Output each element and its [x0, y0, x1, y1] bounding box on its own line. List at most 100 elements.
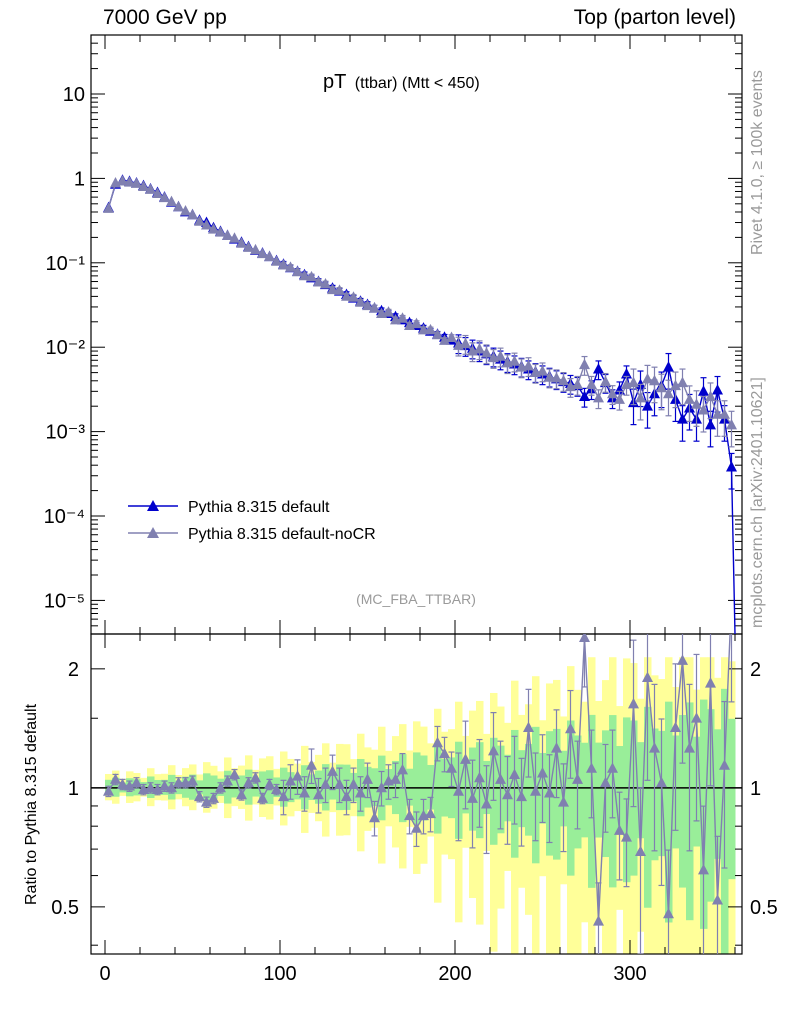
ratio-point — [236, 788, 247, 800]
data-point — [684, 393, 695, 404]
data-point — [663, 361, 674, 372]
ratio-point — [481, 798, 492, 809]
ratio-point — [348, 778, 359, 789]
data-point — [726, 461, 737, 472]
ratio-point — [201, 796, 212, 807]
ratio-band-bin — [644, 706, 652, 908]
data-point — [698, 385, 709, 396]
ratio-point — [705, 677, 716, 688]
data-point — [264, 250, 275, 262]
ratio-ytick-label-right: 1 — [750, 778, 761, 800]
ratio-point — [173, 776, 184, 788]
ratio-point — [691, 712, 702, 723]
data-point — [544, 371, 555, 382]
ratio-point — [593, 915, 604, 926]
analysis-watermark: (MC_FBA_TTBAR) — [356, 591, 476, 607]
data-point — [425, 323, 436, 335]
data-point — [187, 208, 198, 220]
data-point — [712, 408, 723, 419]
ratio-point — [495, 773, 506, 784]
ratio-point — [194, 790, 205, 802]
data-point — [306, 270, 317, 282]
data-point — [691, 398, 702, 409]
ratio-point — [355, 787, 366, 798]
data-point — [131, 177, 142, 188]
data-point — [579, 390, 590, 401]
x-tick-label: 200 — [438, 963, 471, 985]
ratio-band-bin — [595, 742, 603, 838]
main-ytick-label: 10 — [63, 84, 85, 106]
data-point — [369, 302, 380, 313]
data-point — [327, 283, 338, 295]
ratio-band-bin — [434, 745, 442, 834]
data-point — [222, 229, 233, 241]
legend-label-nocr: Pythia 8.315 default-noCR — [188, 526, 376, 543]
ratio-point — [621, 831, 632, 842]
data-point — [124, 176, 135, 187]
ratio-band-bin — [567, 720, 575, 876]
main-ytick-label: 10⁻⁴ — [44, 506, 85, 528]
ratio-frame — [90, 633, 743, 955]
data-point — [579, 358, 590, 370]
data-point — [628, 376, 639, 388]
ratio-point — [600, 776, 611, 788]
title-sub: (ttbar) (Mtt < 450) — [355, 75, 480, 92]
data-point — [243, 241, 254, 252]
ratio-point — [635, 845, 646, 856]
data-point — [509, 355, 520, 366]
data-point — [432, 328, 443, 340]
ratio-point — [488, 744, 499, 756]
data-point — [201, 219, 212, 230]
data-point — [215, 226, 226, 237]
ratio-point — [208, 792, 219, 803]
data-point — [698, 404, 709, 415]
ratio-point — [411, 822, 422, 833]
ratio-point — [222, 775, 233, 786]
data-point — [208, 223, 219, 234]
data-point — [551, 372, 562, 383]
data-point — [537, 365, 548, 376]
data-point — [649, 374, 660, 386]
ratio-point — [551, 742, 562, 753]
data-point — [663, 387, 674, 399]
ratio-point — [257, 792, 268, 803]
data-point — [558, 374, 569, 386]
ratio-point — [229, 768, 240, 780]
data-point — [607, 387, 618, 399]
ratio-point — [159, 780, 170, 791]
ratio-point — [327, 765, 338, 776]
ratio-series-group — [91, 634, 742, 954]
ratio-point — [642, 671, 653, 683]
data-point — [705, 390, 716, 401]
main-frame — [90, 34, 743, 635]
data-point — [103, 202, 114, 213]
ratio-point — [264, 778, 275, 789]
data-point — [250, 243, 261, 255]
ratio-point — [152, 783, 163, 794]
data-point — [271, 255, 282, 266]
ratio-point — [460, 753, 471, 764]
ratio-point — [313, 788, 324, 800]
data-point — [159, 191, 170, 203]
data-point — [180, 205, 191, 216]
ratio-point — [467, 792, 478, 803]
ratio-band-bin — [707, 709, 715, 902]
data-point — [117, 175, 128, 186]
ratio-point — [537, 767, 548, 778]
mcplots-label: mcplots.cern.ch [arXiv:2401.10621] — [749, 377, 766, 628]
ratio-point — [145, 781, 156, 793]
ratio-point — [369, 811, 380, 823]
ratio-point — [614, 824, 625, 835]
ratio-ylabel: Ratio to Pythia 8.315 default — [23, 703, 40, 905]
ratio-point — [250, 771, 261, 783]
ratio-point — [523, 721, 534, 733]
data-point — [495, 350, 506, 361]
ratio-point — [663, 907, 674, 919]
ratio-band-bin — [679, 714, 687, 888]
data-point — [166, 195, 177, 207]
data-point — [705, 418, 716, 430]
ratio-point — [187, 775, 198, 786]
main-ytick-label: 1 — [74, 168, 85, 190]
ratio-point — [243, 776, 254, 788]
